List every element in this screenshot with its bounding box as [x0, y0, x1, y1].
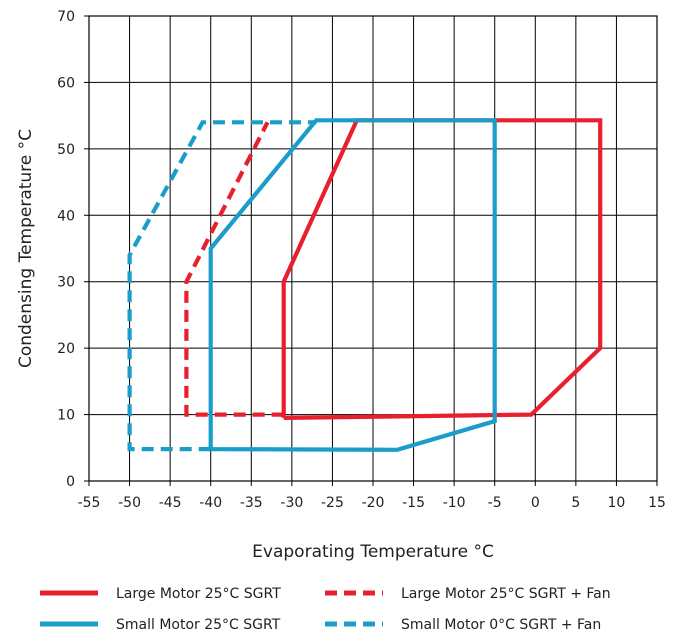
legend-label-3: Small Motor 25°C SGRT: [116, 617, 281, 633]
x-tick-label: -35: [240, 495, 263, 511]
legend-label-2: Large Motor 25°C SGRT + Fan: [401, 586, 611, 602]
y-tick-label: 0: [66, 474, 75, 490]
series-layer: [127, 118, 603, 452]
x-tick-label: -15: [402, 495, 425, 511]
y-tick-label: 40: [57, 208, 75, 224]
y-tick-label: 70: [57, 9, 75, 25]
x-tick-label: -25: [321, 495, 344, 511]
plot-border: [88, 15, 658, 482]
series-line-2: [184, 121, 284, 417]
y-tick-labels: 0 10 20 30 40 50 60 70: [57, 9, 75, 490]
x-tick-label: -45: [159, 495, 182, 511]
x-tick-label: 0: [531, 495, 540, 511]
x-tick-label: -50: [118, 495, 141, 511]
x-tick-labels: -55 -50 -45 -40 -35 -30 -25 -20 -15 -10 -5 0 5 10 15: [78, 495, 666, 511]
x-tick-label: -5: [488, 495, 502, 511]
x-tick-label: 5: [571, 495, 580, 511]
x-tick-label: -10: [443, 495, 466, 511]
y-tick-label: 10: [57, 408, 75, 424]
x-tick-label: 10: [608, 495, 626, 511]
y-tick-label: 50: [57, 142, 75, 158]
legend-label-4: Small Motor 0°C SGRT + Fan: [401, 617, 601, 633]
legend: Large Motor 25°C SGRT Large Motor 25°C SG…: [40, 586, 611, 633]
x-axis-title: Evaporating Temperature °C: [252, 542, 494, 562]
series-line-3: [208, 118, 497, 452]
x-tick-label: -30: [280, 495, 303, 511]
y-axis-title: Condensing Temperature °C: [16, 129, 36, 368]
y-tick-label: 20: [57, 341, 75, 357]
series-line-4: [127, 120, 317, 452]
y-tick-label: 60: [57, 75, 75, 91]
x-tick-label: 15: [648, 495, 666, 511]
x-tick-label: -40: [199, 495, 222, 511]
legend-label-1: Large Motor 25°C SGRT: [116, 586, 281, 602]
x-tick-label: -20: [362, 495, 385, 511]
y-tick-label: 30: [57, 275, 75, 291]
x-tick-label: -55: [78, 495, 101, 511]
series-line-1: [281, 118, 603, 420]
